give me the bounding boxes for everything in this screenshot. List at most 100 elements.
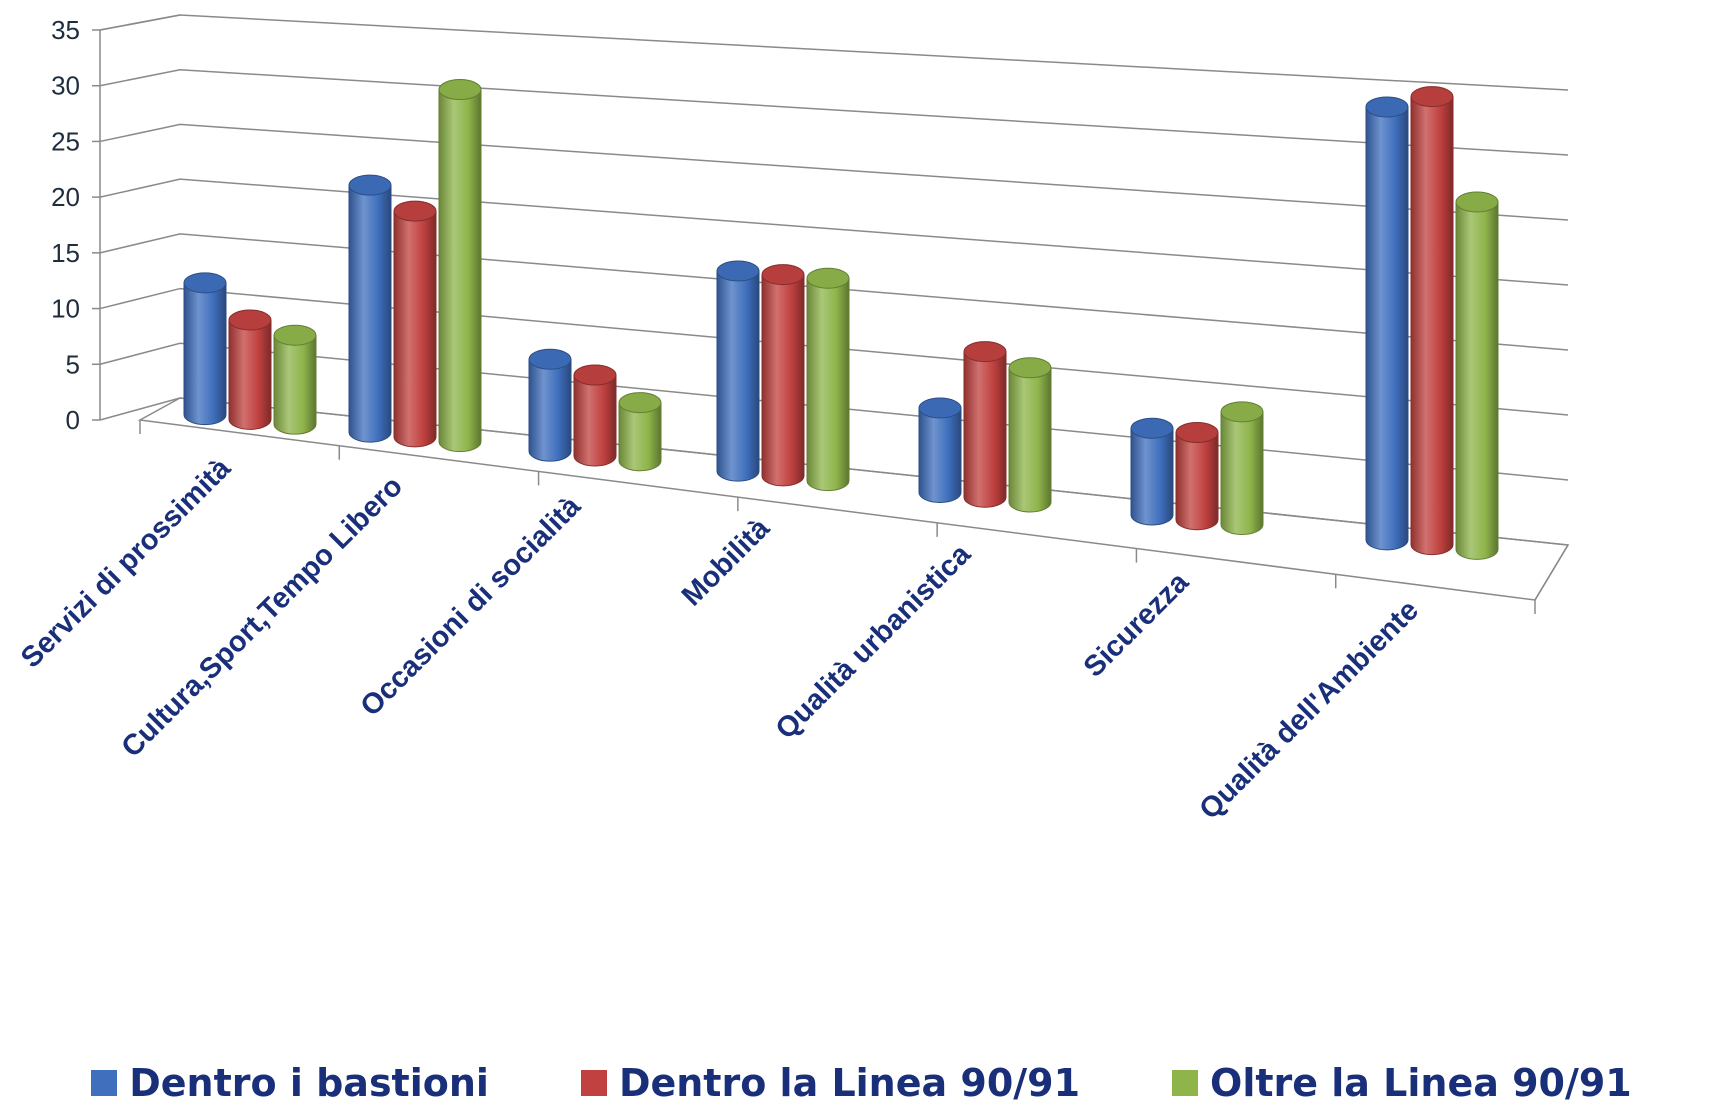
bar-group [716, 260, 850, 492]
gridline [99, 123, 1569, 221]
bar-cap [1455, 191, 1499, 213]
bar-body [806, 277, 850, 492]
bar[interactable] [806, 267, 850, 492]
x-tick-label: Servizi di prossimità [15, 452, 238, 675]
x-tick-label: Qualità urbanistica [770, 538, 978, 746]
bar[interactable] [716, 260, 760, 482]
bar-group [528, 348, 662, 472]
bar[interactable] [761, 264, 805, 487]
bar-body [273, 334, 317, 435]
bar-cap [1008, 357, 1052, 379]
bar-body [438, 89, 482, 453]
bar-cap [1130, 417, 1174, 439]
bar-group [348, 79, 482, 453]
bar-cap [963, 341, 1007, 363]
bar-cap [438, 79, 482, 101]
bar[interactable] [393, 200, 437, 448]
bar-body [1008, 367, 1052, 513]
bar[interactable] [1175, 422, 1219, 531]
legend-swatch-green [1172, 1070, 1199, 1096]
legend-label: Dentro i bastioni [129, 1061, 489, 1105]
chart-gridlines [99, 14, 1569, 546]
bar[interactable] [618, 392, 662, 472]
bar[interactable] [1008, 357, 1052, 513]
y-tick-label: 35 [51, 15, 80, 45]
bar[interactable] [228, 309, 272, 430]
bar-body [716, 270, 760, 482]
bar-cap [348, 174, 392, 196]
gridline [99, 178, 1569, 286]
legend-label: Oltre la Linea 90/91 [1210, 1061, 1632, 1105]
bar-group [1365, 86, 1499, 560]
bar-group [183, 272, 317, 435]
legend-swatch-red [580, 1070, 607, 1096]
x-tick-label: Occasioni di socialità [355, 490, 588, 723]
x-tick-label: Sicurezza [1078, 566, 1196, 684]
bar-cap [806, 267, 850, 289]
bar-cap [1410, 86, 1454, 108]
bar-cap [618, 392, 662, 414]
bar-cap [918, 397, 962, 419]
bar-body [1455, 201, 1499, 560]
bar-cap [528, 348, 572, 370]
bar-body [1410, 96, 1454, 556]
bar-body [1220, 411, 1264, 535]
y-tick-label: 15 [51, 238, 80, 268]
bar-body [1175, 432, 1219, 531]
bar-body [393, 210, 437, 448]
bar-cap [573, 364, 617, 386]
bar-cap [1365, 96, 1409, 118]
bar[interactable] [573, 364, 617, 467]
y-tick-label: 30 [51, 71, 80, 101]
y-tick-label: 10 [51, 294, 80, 324]
legend-label: Dentro la Linea 90/91 [618, 1061, 1081, 1105]
gridline [99, 68, 1569, 156]
y-tick-label: 25 [51, 126, 80, 156]
gridline [99, 287, 1569, 416]
bar-body [348, 184, 392, 443]
bar-body [761, 274, 805, 487]
bar-cap [1175, 422, 1219, 444]
bar[interactable] [1220, 401, 1264, 535]
y-tick-label: 0 [66, 405, 80, 435]
bar-cap [183, 272, 227, 294]
bar[interactable] [183, 272, 227, 426]
bar-cap [393, 200, 437, 222]
bar[interactable] [918, 397, 962, 503]
bar[interactable] [963, 341, 1007, 508]
gridline [99, 14, 1569, 91]
bar-group [1130, 401, 1264, 535]
y-tick-label: 5 [66, 349, 80, 379]
bar[interactable] [1455, 191, 1499, 560]
bar-body [1365, 106, 1409, 551]
x-tick-label: Qualità dell'Ambiente [1193, 594, 1424, 825]
bar-cap [273, 324, 317, 346]
chart-walls [99, 14, 1570, 614]
bar[interactable] [1365, 96, 1409, 551]
bar-body [918, 407, 962, 503]
plot-area [183, 79, 1499, 560]
bar[interactable] [273, 324, 317, 435]
legend: Dentro i bastioni Dentro la Linea 90/91 … [0, 1058, 1723, 1108]
legend-item-dentro-i-bastioni[interactable]: Dentro i bastioni [91, 1061, 489, 1105]
bar-body [1130, 427, 1174, 526]
bar-cap [1220, 401, 1264, 423]
floor-right-edge [1534, 544, 1569, 601]
bar[interactable] [348, 174, 392, 443]
bar-body [618, 402, 662, 472]
bar-body [963, 351, 1007, 508]
bar-cap [228, 309, 272, 331]
bar[interactable] [438, 79, 482, 453]
bar[interactable] [1410, 86, 1454, 556]
bar[interactable] [1130, 417, 1174, 526]
legend-swatch-blue [91, 1070, 118, 1096]
bar[interactable] [528, 348, 572, 462]
legend-item-oltre-la-linea[interactable]: Oltre la Linea 90/91 [1172, 1061, 1632, 1105]
x-tick-label: Mobilità [676, 512, 777, 613]
bar-body [528, 358, 572, 462]
legend-item-dentro-la-linea[interactable]: Dentro la Linea 90/91 [580, 1061, 1081, 1105]
bar-cap [716, 260, 760, 282]
bar-cap [761, 264, 805, 286]
y-axis: 0 5 10 15 20 25 30 35 [51, 15, 100, 435]
